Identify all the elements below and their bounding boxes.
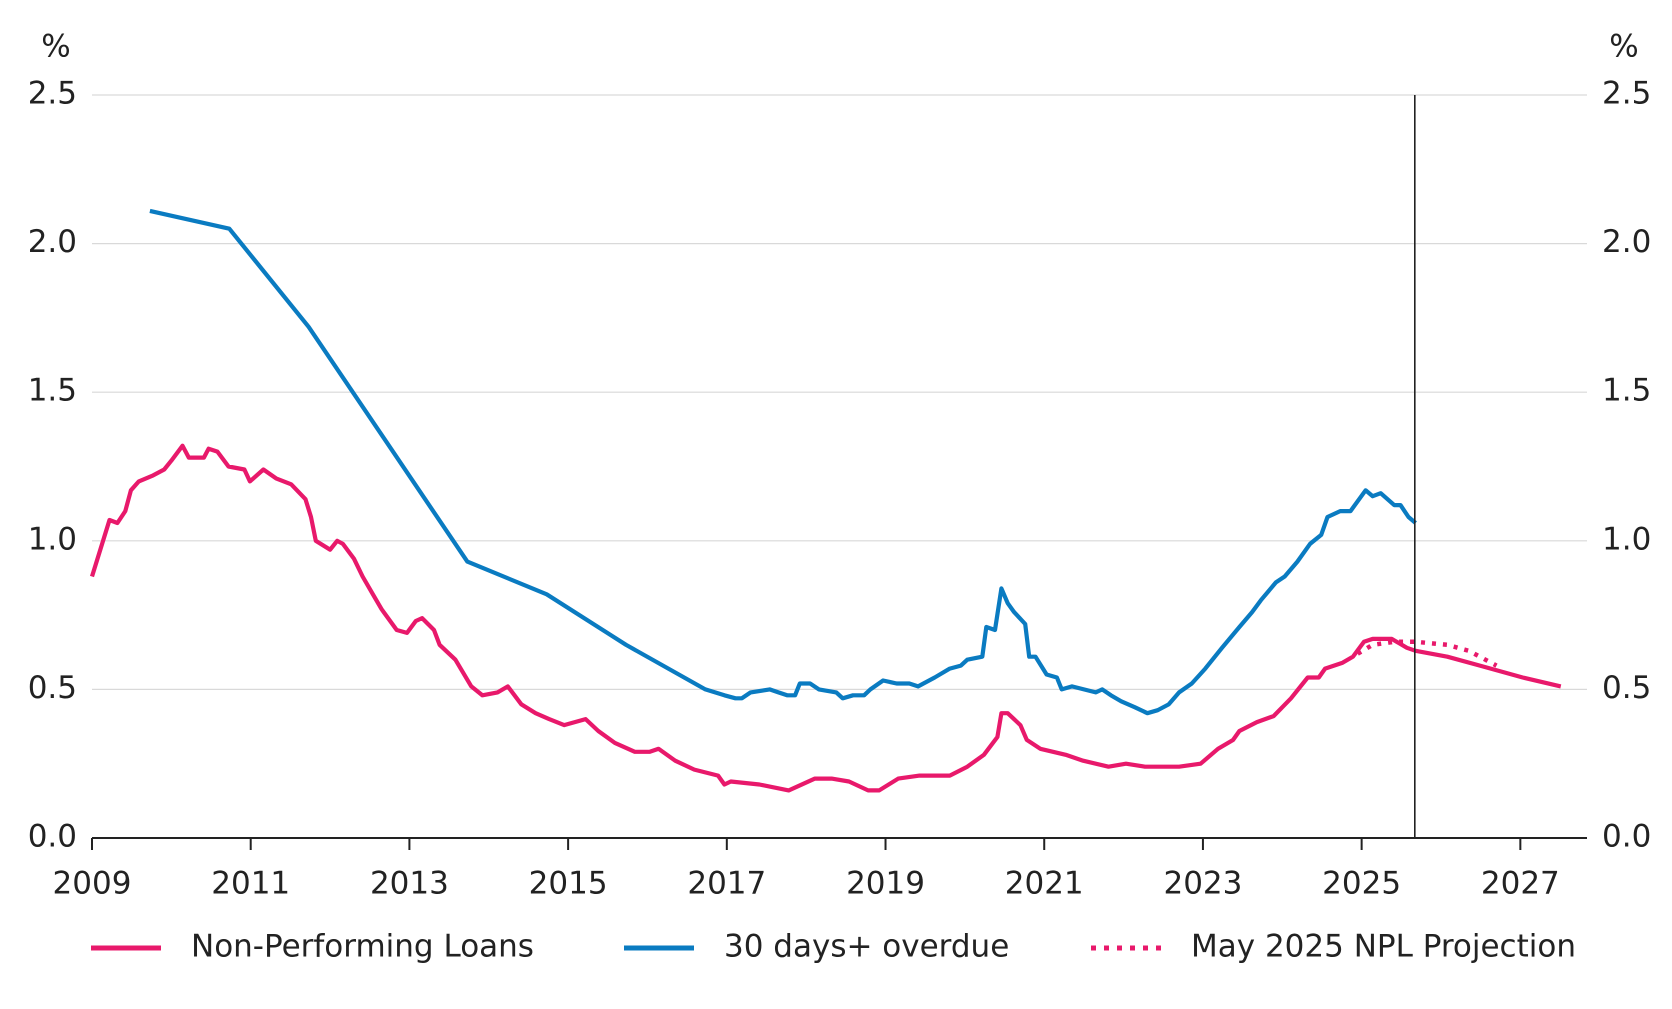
y-tick-label: 2.0 xyxy=(28,224,77,260)
y-tick-label: 1.5 xyxy=(28,373,77,409)
y-axis-label: % xyxy=(41,29,70,65)
x-tick-label: 2015 xyxy=(529,866,608,902)
y2-tick-label: 2.5 xyxy=(1602,76,1651,112)
x-tick-label: 2019 xyxy=(846,866,925,902)
legend-label: May 2025 NPL Projection xyxy=(1191,929,1576,965)
y-tick-label: 1.0 xyxy=(28,521,77,557)
x-tick-label: 2009 xyxy=(53,866,132,902)
x-tick-label: 2017 xyxy=(687,866,766,902)
x-tick-label: 2013 xyxy=(370,866,449,902)
y2-tick-label: 1.5 xyxy=(1602,373,1651,409)
series-line xyxy=(89,443,1562,793)
x-tick-label: 2023 xyxy=(1163,866,1242,902)
x-tick-label: 2027 xyxy=(1481,866,1560,902)
x-tick-label: 2021 xyxy=(1005,866,1084,902)
y-tick-label: 2.5 xyxy=(28,76,77,112)
y-tick-label: 0.0 xyxy=(28,819,77,855)
plot-area xyxy=(89,95,1562,838)
y2-tick-label: 1.0 xyxy=(1602,521,1651,557)
y2-tick-label: 0.5 xyxy=(1602,670,1651,706)
legend: Non-Performing Loans 30 days+ overdue May … xyxy=(91,929,1576,965)
y2-tick-label: 2.0 xyxy=(1602,224,1651,260)
y-tick-label: 0.5 xyxy=(28,670,77,706)
y2-tick-label: 0.0 xyxy=(1602,819,1651,855)
grid: 0.0 0.5 1.0 1.5 2.0 2.5 0.0 0.5 1.0 1.5 2.0 2.5 2009… xyxy=(28,76,1652,902)
legend-label: 30 days+ overdue xyxy=(724,929,1009,965)
x-tick-label: 2025 xyxy=(1322,866,1401,902)
y2-axis-label: % xyxy=(1609,29,1638,65)
legend-label: Non-Performing Loans xyxy=(191,929,534,965)
x-tick-label: 2011 xyxy=(211,866,290,902)
series-line xyxy=(149,208,1417,716)
